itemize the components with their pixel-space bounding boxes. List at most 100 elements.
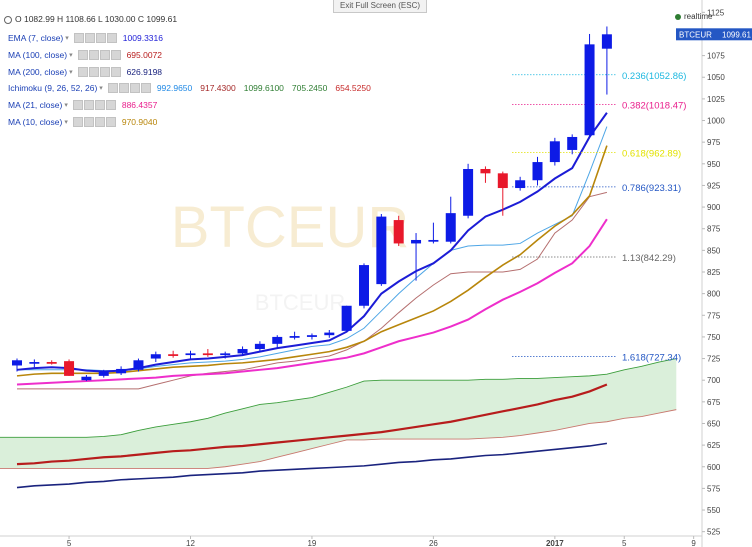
legend-settings-icon[interactable] xyxy=(77,66,88,77)
legend-visibility-icon[interactable] xyxy=(88,50,99,61)
candle-body[interactable] xyxy=(289,336,300,338)
legend-visibility-icon[interactable] xyxy=(118,83,129,94)
ema7-line xyxy=(16,112,608,373)
candle-body[interactable] xyxy=(341,305,352,331)
candle-body[interactable] xyxy=(133,360,144,370)
legend-close-icon[interactable] xyxy=(105,116,116,127)
legend-close-icon[interactable] xyxy=(110,50,121,61)
candle-body[interactable] xyxy=(324,332,335,336)
candle-body[interactable] xyxy=(359,265,369,306)
legend-add-icon[interactable] xyxy=(129,83,140,94)
legend-row[interactable]: MA (200, close) ▾ 626.9198 xyxy=(8,63,379,80)
legend-close-icon[interactable] xyxy=(105,100,116,111)
candle-body[interactable] xyxy=(515,180,526,189)
legend-tool-buttons xyxy=(77,50,121,61)
price-axis-label: 925 xyxy=(707,181,721,190)
legend-row[interactable]: MA (21, close) ▾ 886.4357 xyxy=(8,97,379,114)
candle-body[interactable] xyxy=(306,335,317,337)
legend-close-icon[interactable] xyxy=(140,83,151,94)
legend-row[interactable]: MA (100, close) ▾ 695.0072 xyxy=(8,47,379,64)
price-axis-label: 650 xyxy=(707,419,721,428)
legend-add-icon[interactable] xyxy=(95,33,106,44)
candle-body[interactable] xyxy=(64,361,75,376)
price-axis-label: 950 xyxy=(707,160,721,169)
legend-visibility-icon[interactable] xyxy=(88,66,99,77)
legend-dropdown-icon[interactable]: ▾ xyxy=(69,68,73,76)
legend-row[interactable]: EMA (7, close) ▾ 1009.3316 xyxy=(8,30,379,47)
legend-indicator-name[interactable]: MA (100, close) xyxy=(8,50,68,61)
fibonacci-label: 0.382(1018.47) xyxy=(622,101,686,112)
candle-body[interactable] xyxy=(376,216,387,285)
legend-visibility-icon[interactable] xyxy=(83,116,94,127)
legend-indicator-name[interactable]: MA (10, close) xyxy=(8,116,63,127)
legend-add-icon[interactable] xyxy=(94,100,105,111)
candle-body[interactable] xyxy=(185,353,196,356)
legend-dropdown-icon[interactable]: ▾ xyxy=(64,118,68,126)
legend-value: 886.4357 xyxy=(121,100,158,111)
price-axis-label: 850 xyxy=(707,246,721,255)
legend-dropdown-icon[interactable]: ▾ xyxy=(64,102,68,110)
candle-body[interactable] xyxy=(168,354,179,356)
price-axis-label: 600 xyxy=(707,463,721,472)
fibonacci-label: 0.236(1052.86) xyxy=(622,71,686,82)
candle-body[interactable] xyxy=(463,168,474,216)
candle-body[interactable] xyxy=(584,44,595,136)
legend-indicator-name[interactable]: EMA (7, close) xyxy=(8,33,64,44)
candle-body[interactable] xyxy=(567,136,578,150)
candle-body[interactable] xyxy=(98,371,109,376)
candle-body[interactable] xyxy=(116,368,127,374)
legend-indicator-name[interactable]: MA (21, close) xyxy=(8,100,63,111)
candle-body[interactable] xyxy=(272,336,283,344)
time-axis-label: 9 xyxy=(691,539,696,547)
candle-body[interactable] xyxy=(254,343,265,350)
legend-row[interactable]: MA (10, close) ▾ 970.9040 xyxy=(8,113,379,130)
legend-add-icon[interactable] xyxy=(99,50,110,61)
last-price-symbol: BTCEUR xyxy=(679,30,712,39)
legend-settings-icon[interactable] xyxy=(107,83,118,94)
candle-body[interactable] xyxy=(428,239,439,242)
fibonacci-label: 0.618(962.89) xyxy=(622,149,681,160)
candle-body[interactable] xyxy=(445,213,456,242)
candle-body[interactable] xyxy=(220,353,231,356)
legend-visibility-icon[interactable] xyxy=(84,33,95,44)
legend-add-icon[interactable] xyxy=(94,116,105,127)
candle-body[interactable] xyxy=(29,362,40,364)
legend-settings-icon[interactable] xyxy=(72,100,83,111)
candle-body[interactable] xyxy=(480,168,491,174)
candle-body[interactable] xyxy=(411,239,422,244)
candle-body[interactable] xyxy=(549,141,560,163)
legend-value: 626.9198 xyxy=(126,66,163,77)
legend-settings-icon[interactable] xyxy=(77,50,88,61)
candle-body[interactable] xyxy=(393,220,404,244)
candle-body[interactable] xyxy=(601,34,612,49)
ohlc-toggle-icon[interactable] xyxy=(4,15,12,24)
legend-close-icon[interactable] xyxy=(110,66,121,77)
candle-body[interactable] xyxy=(81,376,92,381)
candle-body[interactable] xyxy=(202,353,213,356)
legend-close-icon[interactable] xyxy=(106,33,117,44)
legend-row[interactable]: Ichimoku (9, 26, 52, 26) ▾ 992.9650 917.430… xyxy=(8,80,379,97)
legend-settings-icon[interactable] xyxy=(73,33,84,44)
fibonacci-label: 0.786(923.31) xyxy=(622,183,681,194)
legend-add-icon[interactable] xyxy=(99,66,110,77)
legend-visibility-icon[interactable] xyxy=(83,100,94,111)
price-axis-label: 1050 xyxy=(707,73,725,82)
legend-dropdown-icon[interactable]: ▾ xyxy=(69,52,73,60)
candle-body[interactable] xyxy=(150,354,161,359)
legend-indicator-name[interactable]: Ichimoku (9, 26, 52, 26) xyxy=(8,83,98,94)
last-price-value: 1099.61 xyxy=(722,30,751,39)
exit-fullscreen-button[interactable]: Exit Full Screen (ESC) xyxy=(333,0,427,13)
candle-body[interactable] xyxy=(46,362,57,364)
price-axis-label: 550 xyxy=(707,506,721,515)
candle-body[interactable] xyxy=(497,173,508,189)
legend-indicator-name[interactable]: MA (200, close) xyxy=(8,66,68,77)
legend-dropdown-icon[interactable]: ▾ xyxy=(99,85,103,93)
candle-body[interactable] xyxy=(12,360,22,366)
legend-settings-icon[interactable] xyxy=(72,116,83,127)
legend-dropdown-icon[interactable]: ▾ xyxy=(65,35,69,43)
candle-body[interactable] xyxy=(237,349,248,354)
candle-body[interactable] xyxy=(532,162,543,181)
fibonacci-label: 1.618(727.34) xyxy=(622,353,681,364)
ichimoku-span-a-line xyxy=(0,358,677,438)
